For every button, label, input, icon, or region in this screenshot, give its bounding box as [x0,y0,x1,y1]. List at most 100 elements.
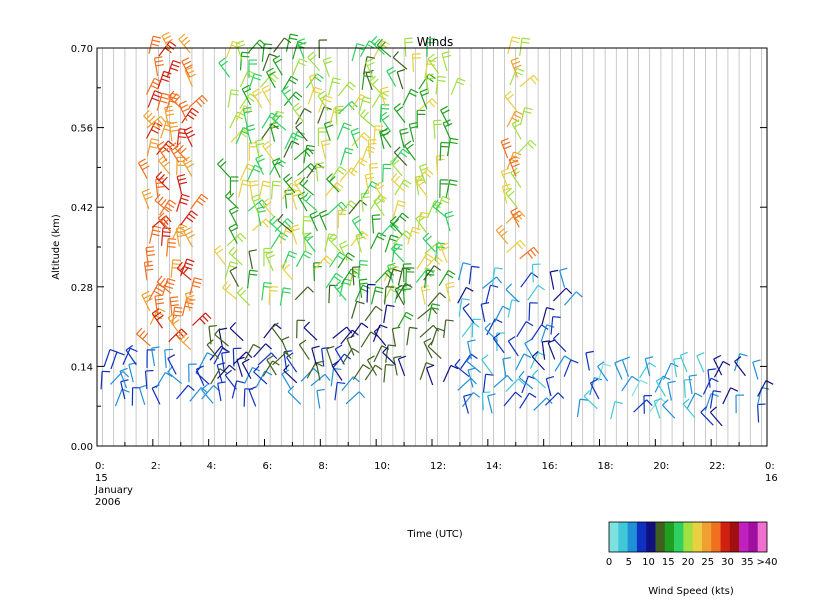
wind-barb-flag [696,352,705,357]
wind-barb [405,267,408,286]
wind-barb [345,391,360,405]
wind-barb-flag [257,158,265,163]
wind-barb [328,285,331,304]
wind-barb-flag [441,246,450,251]
wind-barb-flag [154,121,161,129]
wind-barb-flag [386,66,395,72]
wind-barb [402,88,412,106]
wind-barb [263,323,276,339]
wind-barb-flag [352,266,361,269]
wind-barb-flag [151,43,160,47]
wind-barb-flag [393,355,402,359]
wind-barb-flag [116,351,125,356]
wind-barb-flag [280,260,288,268]
wind-barb [270,232,282,249]
wind-barb [414,168,428,184]
wind-barb-flag [362,364,371,370]
wind-barb [214,334,229,347]
wind-barb [174,147,188,162]
wind-barb [151,387,161,405]
wind-barb [283,370,298,384]
wind-barb-flag [515,391,523,398]
wind-barb-flag [441,50,450,55]
wind-barb-flag [422,288,431,292]
wind-barb [507,36,513,55]
wind-barb-flag [272,157,281,163]
wind-barb-flag [158,173,165,181]
colorbar-swatch [674,522,684,552]
wind-barb-flag [363,75,372,78]
wind-barb-flag [138,158,146,164]
wind-barb-flag [521,37,531,40]
wind-barb-flag [709,406,717,413]
wind-barb-flag [139,330,146,338]
wind-barb-flag [253,365,260,373]
wind-barb-flag [295,121,303,128]
wind-barb-flag [155,298,164,301]
wind-barb-flag [752,359,761,363]
wind-barb-flag [213,245,221,252]
wind-barb-flag [550,269,559,273]
wind-barb [270,181,274,200]
wind-barb-flag [315,162,325,165]
wind-barb-flag [415,213,423,220]
wind-barb-flag [380,127,389,134]
wind-barb-flag [523,110,532,114]
wind-barb [339,167,352,183]
wind-barb-flag [277,213,284,221]
wind-barb [367,140,371,159]
wind-barb-flag [357,236,366,240]
wind-barb [166,60,174,78]
wind-barb-flag [271,73,279,80]
wind-barb-flag [252,76,261,81]
wind-barb [709,411,723,427]
wind-barb [330,368,335,387]
wind-barb-flag [362,100,371,104]
wind-barb [229,327,244,342]
wind-barb [217,163,231,178]
wind-barb [247,39,261,54]
wind-barb [272,161,281,179]
wind-barb [393,107,406,124]
wind-barb [639,362,650,379]
wind-barb [277,219,293,233]
wind-barb [422,238,436,253]
x-tick-label: 4: [207,461,217,472]
wind-barb [201,385,214,400]
wind-barb [393,230,407,245]
wind-barb-flag [426,76,434,83]
wind-barb [279,287,284,306]
wind-barb-flag [239,289,247,297]
wind-barb-flag [369,162,378,165]
wind-barb-flag [171,92,180,97]
wind-barb [184,70,193,88]
wind-barb [446,138,451,157]
wind-barb-flag [374,181,383,187]
wind-barb-flag [179,147,187,155]
wind-barb-flag [393,245,401,253]
wind-barb [482,374,487,393]
wind-barb [370,232,380,250]
wind-barb-flag [470,353,478,360]
wind-barb [418,166,427,184]
wind-barb-flag [519,239,526,247]
wind-barb-flag [281,336,290,341]
wind-barb [517,139,531,154]
wind-barb-flag [229,266,238,272]
wind-barb-flag [359,109,366,117]
wind-barb [338,244,348,262]
wind-barb [324,182,338,197]
wind-barb [183,231,194,248]
wind-barb-flag [399,127,408,132]
wind-barb-flag [348,103,355,111]
wind-barb [519,74,535,88]
wind-barb [506,110,517,128]
wind-barb-flag [162,92,171,97]
wind-barb [752,362,759,380]
wind-barb [366,359,378,376]
wind-barb [648,397,661,413]
wind-barb [329,251,341,268]
wind-barb-flag [129,347,138,353]
wind-barb [351,220,363,236]
wind-barb [243,388,246,407]
